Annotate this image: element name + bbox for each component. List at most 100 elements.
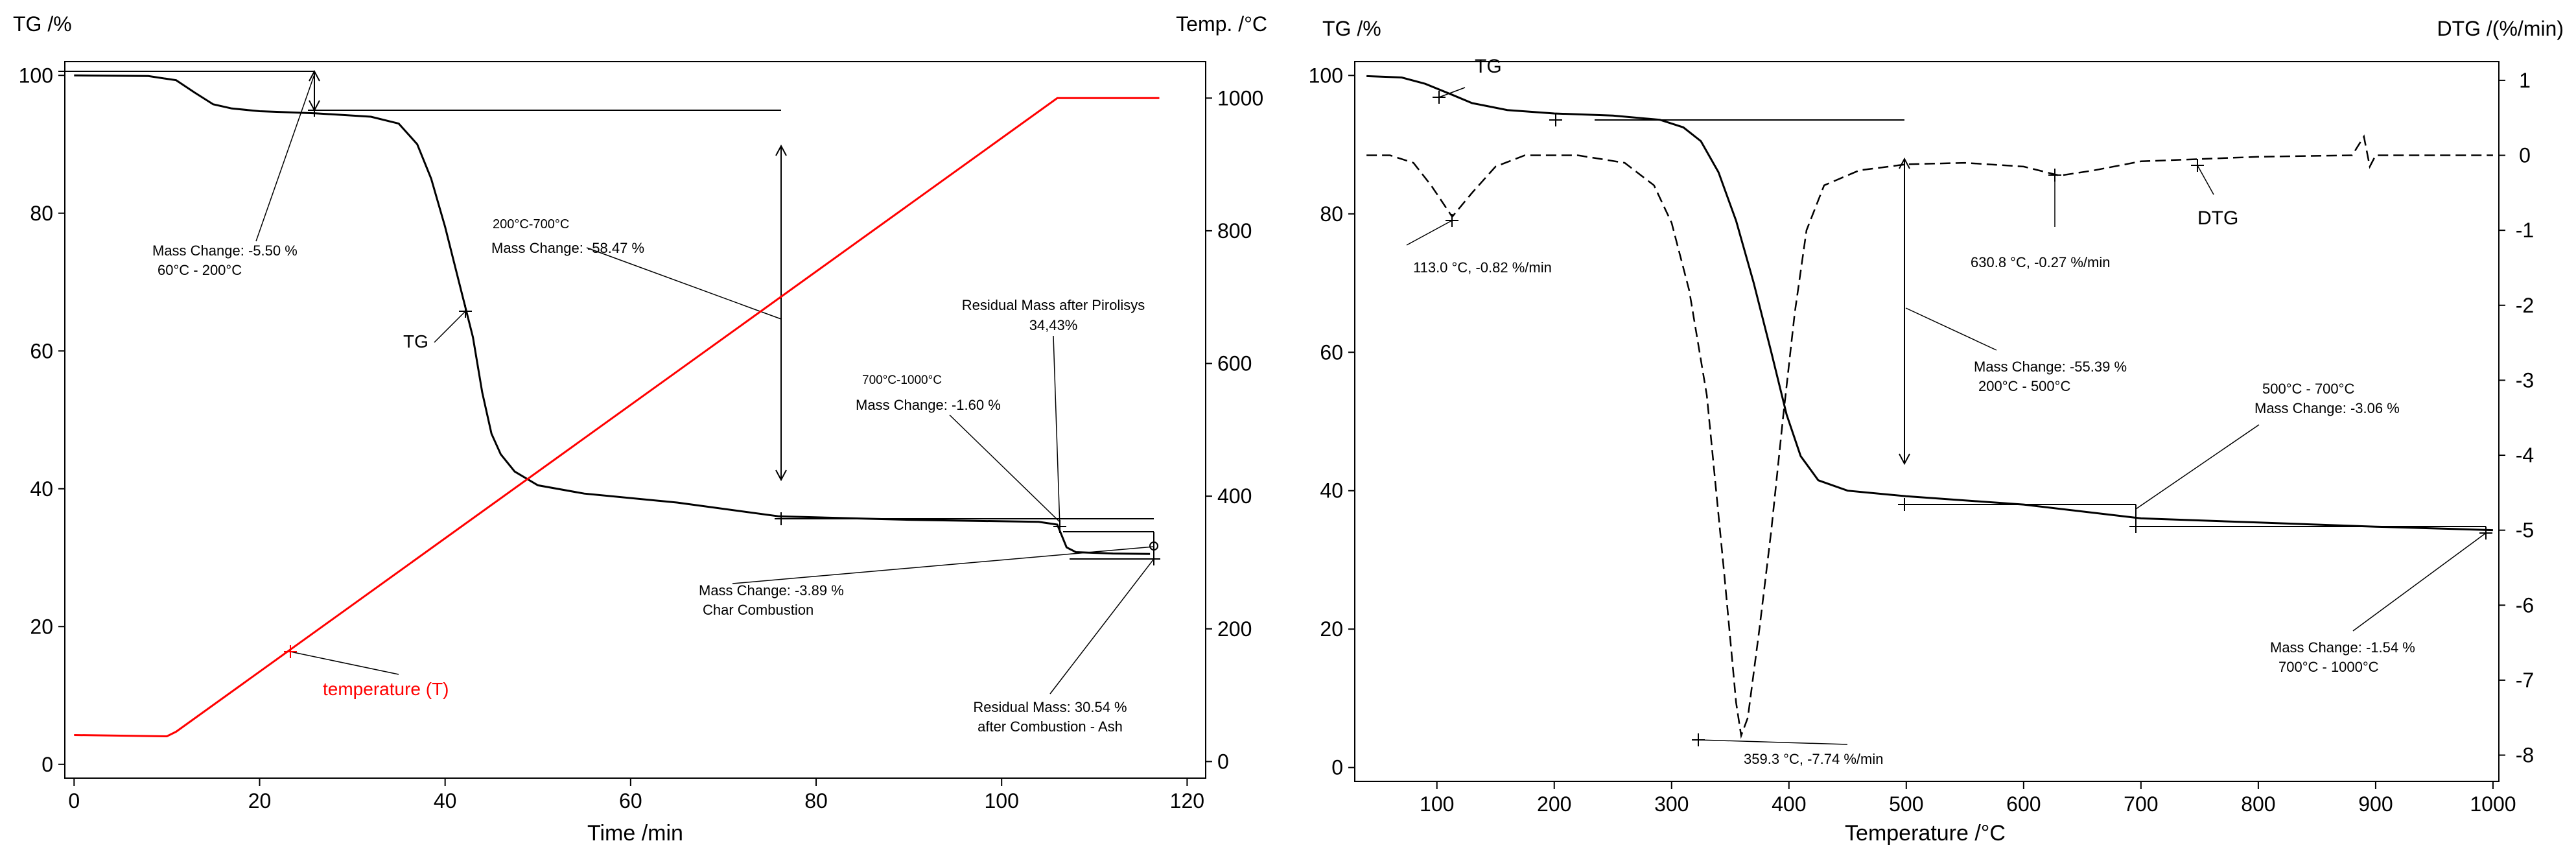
annotation-113: 113.0 °C, -0.82 %/min <box>1413 259 1552 276</box>
y-right-tick-label: 1000 <box>1217 86 1263 110</box>
leader-pyrolysis <box>1905 307 1997 351</box>
x-tick-label: 120 <box>1170 789 1204 812</box>
x-tick-label: 800 <box>2241 792 2275 816</box>
annotation-tg-label: TG <box>1475 56 1502 77</box>
y-left-tick-label: 80 <box>1320 202 1343 226</box>
marker-temperature <box>284 645 297 658</box>
y-axis-right-ticks: 0 200 400 600 800 1000 <box>1206 86 1263 773</box>
annotation-pyrolysis-2: 200°C - 500°C <box>1978 378 2070 394</box>
y-right-tick-label: 800 <box>1217 219 1252 243</box>
annotation-moisture-1: Mass Change: -5.50 % <box>152 243 298 259</box>
x-axis-ticks: 0 20 40 60 80 100 120 <box>68 778 1204 812</box>
marker-500 <box>1898 498 1911 511</box>
y-right-tick-label: 1 <box>2519 69 2531 92</box>
leader-1000 <box>949 414 1060 523</box>
annotation-pyrolysis-1: 200°C-700°C <box>493 217 569 231</box>
x-tick-label: 600 <box>2006 792 2041 816</box>
x-tick-label: 1000 <box>2470 792 2516 816</box>
series-tg <box>1366 75 2493 532</box>
y-left-tick-label: 20 <box>1320 617 1343 641</box>
leader-residual-pyrolysis <box>1053 335 1060 527</box>
y-right-tick-label: 0 <box>2519 144 2531 167</box>
marker-113 <box>1446 214 1458 227</box>
y-left-tick-label: 20 <box>30 615 53 638</box>
y-right-tick-label: -5 <box>2516 519 2534 542</box>
y-right-tick-label: -3 <box>2516 368 2534 392</box>
marker-359 <box>1692 733 1705 746</box>
annotation-dtg-label: DTG <box>2197 208 2238 229</box>
chart-tg-dtg-temperature: 100 200 300 400 500 600 700 800 900 1000 02040608… <box>1309 17 2564 846</box>
annotation-moisture-2: 60°C - 200°C <box>158 262 242 278</box>
y-axis-right-label: Temp. /°C <box>1176 12 1267 36</box>
y-right-tick-label: -6 <box>2516 593 2534 617</box>
annotation-pyrolysis-1: Mass Change: -55.39 % <box>1974 359 2127 375</box>
annotation-1000-1: Mass Change: -1.54 % <box>2270 639 2415 656</box>
annotation-residual-pyrolysis-1: Residual Mass after Pirolisys <box>962 297 1145 313</box>
y-axis-left-ticks: 0 20 40 60 80 100 <box>1309 64 1355 779</box>
y-right-tick-label: 200 <box>1217 617 1252 641</box>
pyrolysis-arrow-head-bottom <box>775 469 787 482</box>
marker-tg <box>1433 91 1446 104</box>
y-left-tick-label: 100 <box>19 64 53 87</box>
marker-dtg <box>2191 159 2204 172</box>
x-tick-label: 80 <box>804 789 828 812</box>
annotation-char-1: Mass Change: -3.89 % <box>699 582 844 599</box>
leader-700 <box>2135 424 2260 510</box>
annotation-700-2: Mass Change: -3.06 % <box>2254 400 2400 416</box>
y-right-tick-label: 0 <box>1217 750 1229 773</box>
markers <box>58 65 1160 658</box>
x-tick-label: 500 <box>1889 792 1923 816</box>
marker-pyrolysis-start <box>775 512 788 525</box>
y-axis-right-ticks: 1 0 -1 -2 -3 -4 -5 -6 -7 -8 <box>2499 69 2534 767</box>
pyrolysis-arrow-head-bottom <box>1899 453 1910 466</box>
x-axis-ticks: 100 200 300 400 500 600 700 800 900 1000 <box>1420 781 2516 816</box>
x-tick-label: 400 <box>1772 792 1806 816</box>
markers <box>1433 91 2492 746</box>
y-left-tick-label: 0 <box>1331 756 1343 779</box>
leader-pyrolysis <box>586 247 782 320</box>
series-tg <box>74 74 1151 555</box>
y-right-tick-label: -2 <box>2516 294 2534 317</box>
marker-pyrolysis-end <box>1053 520 1066 533</box>
x-tick-label: 40 <box>434 789 457 812</box>
leader-1000 <box>2352 532 2487 632</box>
y-left-tick-label: 40 <box>1320 479 1343 503</box>
plot-frame <box>1354 61 2500 782</box>
y-right-tick-label: -8 <box>2516 744 2534 767</box>
y-right-tick-label: 600 <box>1217 352 1252 375</box>
x-tick-label: 700 <box>2124 792 2158 816</box>
leader-dtg <box>2197 165 2214 195</box>
y-left-tick-label: 100 <box>1309 64 1343 87</box>
marker-630 <box>2048 169 2061 182</box>
x-axis-label: Temperature /°C <box>1845 821 2006 846</box>
marker-start <box>58 65 71 78</box>
x-tick-label: 60 <box>619 789 642 812</box>
marker-moisture <box>308 104 321 117</box>
y-right-tick-label: -1 <box>2516 219 2534 242</box>
leader-tg <box>434 311 466 343</box>
x-tick-label: 300 <box>1654 792 1689 816</box>
annotation-tg-label: TG <box>403 331 428 351</box>
leader-temperature <box>290 651 399 675</box>
annotation-1000-2: 700°C - 1000°C <box>2278 659 2379 675</box>
marker-tg <box>459 305 472 318</box>
y-right-tick-label: -4 <box>2516 444 2534 467</box>
marker-1000 <box>2479 527 2492 540</box>
leader-ash <box>1049 558 1154 694</box>
y-left-tick-label: 60 <box>30 339 53 362</box>
x-tick-label: 0 <box>68 789 80 812</box>
y-axis-left-ticks: 0 20 40 60 80 100 <box>19 64 65 776</box>
leader-lines <box>1406 87 2487 745</box>
y-left-tick-label: 60 <box>1320 340 1343 364</box>
annotation-1000-2: Mass Change: -1.60 % <box>856 397 1001 413</box>
marker-700 <box>2129 520 2142 533</box>
leader-moisture <box>255 74 315 242</box>
x-tick-label: 900 <box>2358 792 2393 816</box>
chart-tg-time: 0 20 40 60 80 100 120 0 20 40 60 80 100 0 200 400 600 8… <box>13 12 1267 846</box>
step-lines <box>65 69 1158 560</box>
annotation-pyrolysis-2: Mass Change: -58.47 % <box>491 240 644 256</box>
y-axis-left-label: TG /% <box>13 12 72 36</box>
leader-tg <box>1438 87 1466 98</box>
y-left-tick-label: 40 <box>30 477 53 501</box>
